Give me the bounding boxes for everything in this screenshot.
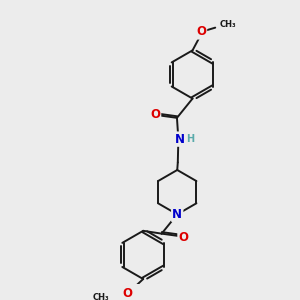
Text: N: N (172, 208, 182, 221)
Text: O: O (150, 108, 160, 121)
Text: O: O (123, 287, 133, 300)
Text: O: O (196, 26, 206, 38)
Text: CH₃: CH₃ (220, 20, 236, 29)
Text: CH₃: CH₃ (93, 293, 110, 300)
Text: H: H (186, 134, 194, 144)
Text: N: N (175, 133, 184, 146)
Text: O: O (178, 230, 188, 244)
